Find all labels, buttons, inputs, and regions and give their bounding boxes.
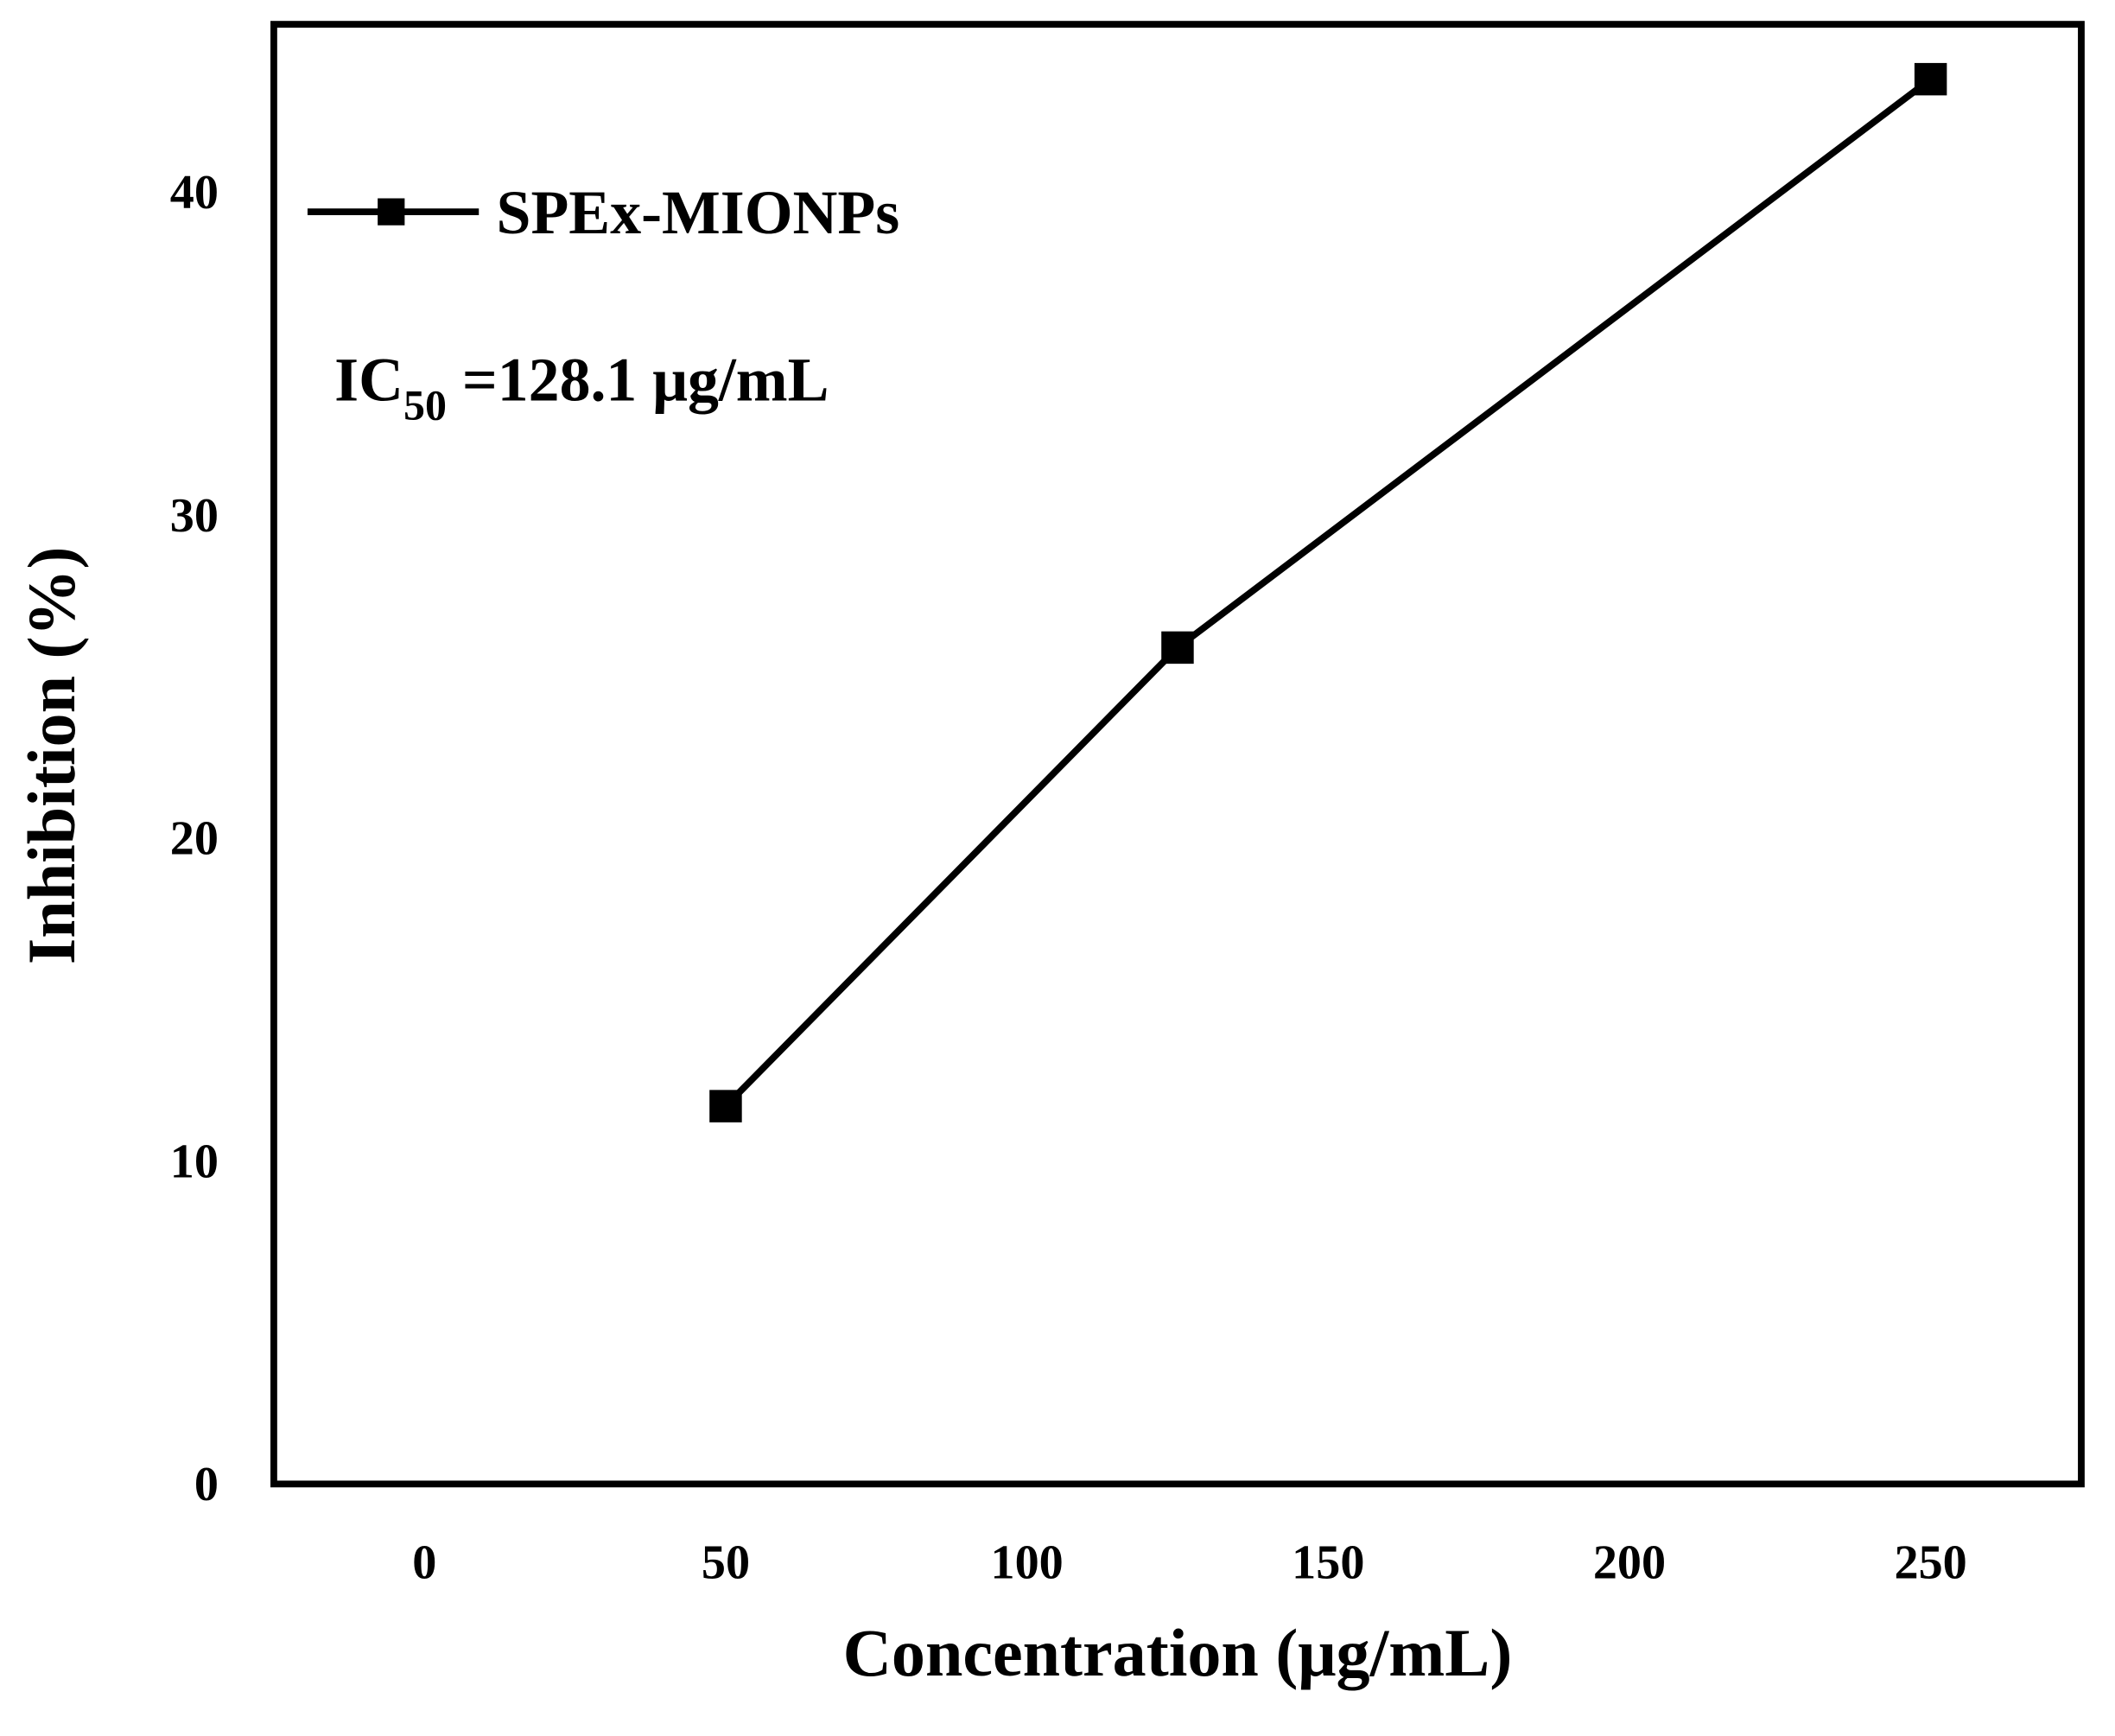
x-tick-label: 0 [412, 1536, 436, 1590]
y-tick-label: 20 [170, 812, 219, 866]
legend-label: SPEx-MIONPs [497, 178, 900, 247]
x-tick-label: 100 [990, 1536, 1063, 1590]
y-tick-label: 10 [170, 1135, 219, 1188]
data-point [1914, 62, 1947, 96]
series-line [723, 76, 1933, 1109]
legend-marker [378, 198, 405, 226]
annotation: IC50 =128.1 μg/mL [334, 346, 829, 429]
data-point [1161, 631, 1194, 665]
y-axis-title: Inhibition (%) [14, 546, 89, 964]
y-tick-label: 40 [170, 166, 219, 219]
x-tick-label: 200 [1593, 1536, 1666, 1590]
plot-frame [270, 21, 2085, 1488]
data-point [709, 1090, 742, 1122]
x-tick-label: 150 [1292, 1536, 1364, 1590]
x-tick-label: 50 [702, 1536, 750, 1590]
x-tick-label: 250 [1894, 1536, 1966, 1590]
y-tick-label: 0 [194, 1458, 219, 1511]
annotation-text: IC [334, 346, 403, 415]
x-axis-title: Concentration (μg/mL) [843, 1615, 1513, 1690]
y-tick-label: 30 [170, 489, 219, 543]
annotation-text: =128.1 μg/mL [447, 346, 829, 415]
annotation-subscript: 50 [403, 381, 447, 429]
